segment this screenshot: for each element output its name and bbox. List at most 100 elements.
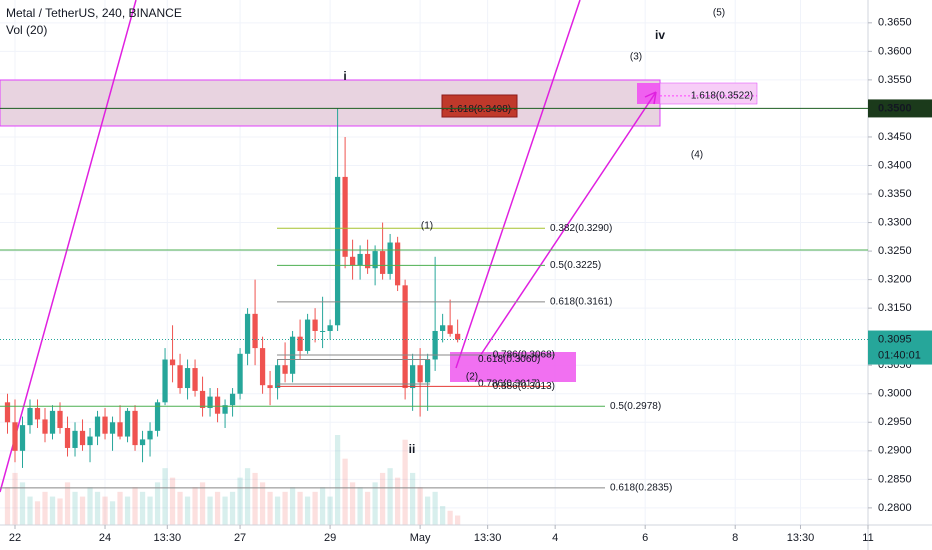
fib-label: 0.618(0.3161)	[550, 297, 612, 308]
volume-bar	[19, 482, 26, 525]
candle-body	[57, 410, 63, 428]
volume-bar	[147, 496, 153, 525]
volume-bar	[297, 491, 303, 525]
candle-body	[19, 425, 26, 451]
y-tick-label: 0.3550	[878, 74, 912, 86]
x-tick-label: 6	[642, 532, 648, 544]
candle-body	[237, 353, 243, 394]
candle-body	[312, 319, 318, 331]
volume-bar	[132, 487, 138, 525]
price-tag	[868, 330, 932, 365]
volume-bar	[139, 491, 146, 525]
candle-body	[72, 430, 78, 448]
y-tick-label: 0.3400	[878, 159, 912, 171]
volume-bar	[94, 491, 101, 525]
arrow-head	[644, 91, 657, 105]
y-tick-label: 0.2900	[878, 445, 912, 457]
candle-body	[207, 396, 213, 409]
volume-bar	[214, 491, 221, 525]
candle-body	[417, 365, 423, 383]
zone	[441, 94, 518, 118]
volume-bar	[87, 487, 93, 525]
candle-body	[372, 251, 378, 269]
wave-label: ii	[409, 442, 416, 456]
y-tick-label: 0.2950	[878, 416, 912, 428]
candle-body	[319, 330, 326, 332]
volume-bar	[124, 496, 131, 525]
y-tick-label: 0.3250	[878, 245, 912, 257]
volume-bar	[440, 506, 446, 525]
y-tick-label: 0.3300	[878, 216, 912, 228]
volume-bar	[312, 491, 318, 525]
volume-bar	[244, 468, 251, 525]
volume-bar	[387, 468, 393, 525]
zone	[0, 79, 661, 127]
price-tag-label: 0.3095	[878, 333, 912, 345]
wave-label: (3)	[630, 52, 642, 63]
volume-bar	[109, 501, 116, 525]
candle-body	[304, 319, 311, 351]
volume-bar	[409, 472, 416, 525]
wave-label: (5)	[713, 8, 725, 19]
trend-line	[0, 0, 137, 493]
candle-body	[87, 436, 93, 446]
zone	[450, 352, 576, 382]
y-tick-label: 0.3600	[878, 45, 912, 57]
volume-bar	[282, 491, 288, 525]
candle-body	[334, 176, 341, 326]
candle-body	[162, 359, 168, 403]
volume-bar	[79, 496, 86, 525]
candle-body	[274, 365, 281, 389]
arrow	[479, 91, 657, 357]
volume-bar	[64, 482, 71, 525]
x-tick-label: 22	[9, 532, 21, 544]
zone	[637, 83, 660, 104]
candle-body	[455, 333, 461, 340]
candle-body	[424, 359, 431, 383]
fib-label: 0.886(0.3013)	[493, 381, 555, 392]
volume-bar	[402, 439, 408, 525]
candle-body	[259, 348, 266, 386]
volume-bar	[364, 491, 371, 525]
volume-bar	[229, 491, 236, 525]
candle-body	[132, 410, 138, 446]
volume-bar	[117, 491, 123, 525]
candle-body	[147, 430, 153, 440]
y-tick-label: 0.3200	[878, 274, 912, 286]
candle-body	[4, 402, 11, 423]
volume	[4, 435, 461, 525]
candle-body	[49, 410, 56, 434]
levels: 0.382(0.3290) 0.5(0.3225) 0.618(0.3161) 0.7…	[0, 91, 757, 494]
x-tick-label: 8	[732, 532, 738, 544]
candle-body	[342, 176, 348, 257]
candle-body	[432, 330, 438, 360]
candle-body	[139, 439, 146, 446]
volume-bar	[357, 487, 363, 525]
candle-body	[102, 416, 108, 434]
volume-bar	[4, 487, 11, 525]
volume-bar	[184, 496, 191, 525]
candle-body	[394, 242, 401, 286]
candle-body	[184, 368, 191, 389]
volume-bar	[334, 435, 341, 525]
x-tick-label: May	[410, 532, 431, 544]
candle-body	[42, 419, 48, 434]
volume-bar	[447, 510, 453, 525]
price-tag-label: 0.3500	[878, 102, 912, 114]
y-tick-label: 0.2850	[878, 473, 912, 485]
wave-label: i	[343, 69, 346, 83]
fib-label: 1.618(0.3522)	[691, 91, 753, 102]
volume-bar	[199, 482, 206, 525]
volume-bar	[342, 458, 348, 525]
candle-body	[379, 251, 386, 274]
volume-bar	[274, 496, 281, 525]
x-tick-label: 13:30	[787, 532, 815, 544]
wave-label: (2)	[466, 372, 478, 383]
y-tick-label: 0.3350	[878, 188, 912, 200]
x-tick-label: 13:30	[474, 532, 502, 544]
volume-bar	[192, 487, 198, 525]
fib-label: 1.618(0.3498)	[449, 104, 511, 115]
fib-label: 0.5(0.2978)	[610, 401, 661, 412]
price-tag	[868, 99, 932, 118]
candle-body	[364, 253, 371, 269]
